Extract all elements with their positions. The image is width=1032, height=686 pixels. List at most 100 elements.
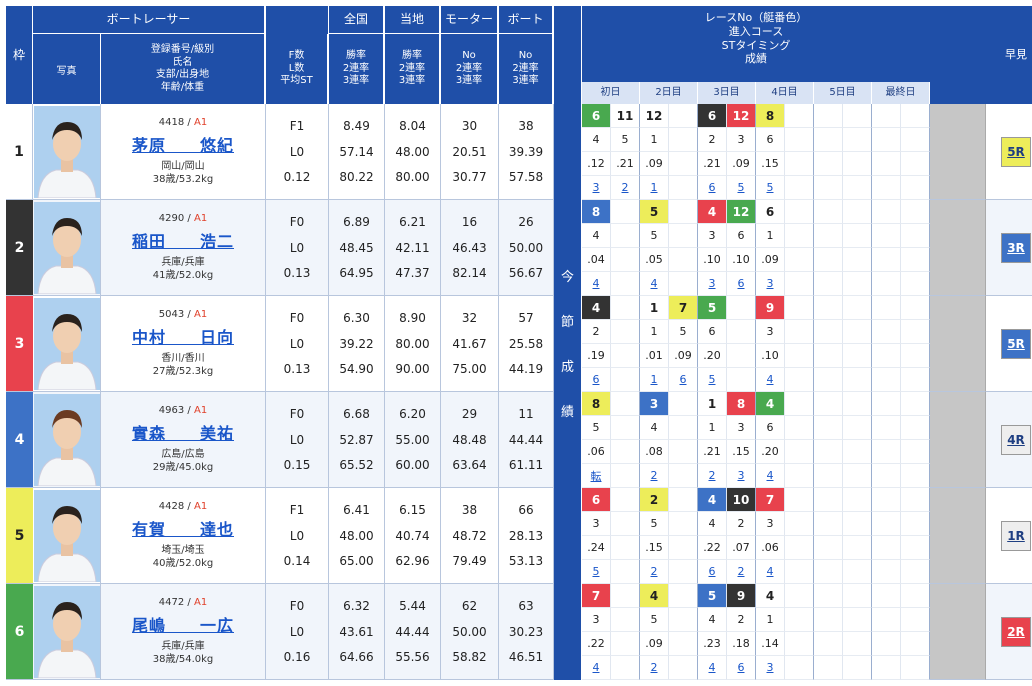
racer-name-link[interactable]: 實森 美祐	[131, 423, 234, 443]
race-header: レースNo（艇番色） 進入コース STタイミング 成績 初日 2日目 3日目 4…	[582, 6, 930, 104]
finish-cell[interactable]: 4	[698, 656, 727, 680]
finish-cell[interactable]: 4	[640, 272, 669, 296]
stat-value: 79.49	[452, 553, 487, 568]
racer-name-link[interactable]: 尾嶋 一広	[131, 615, 234, 635]
finish-cell[interactable]: 3	[756, 272, 785, 296]
st-timing-cell: .09	[727, 152, 756, 176]
finish-cell[interactable]: 2	[640, 560, 669, 584]
finish-cell[interactable]: 6	[698, 560, 727, 584]
zenkoku-stats: 6.68 52.87 65.52	[329, 392, 385, 488]
hayami-link[interactable]: 5R	[1001, 328, 1031, 359]
entry-course-cell	[901, 608, 930, 632]
finish-cell[interactable]: 2	[611, 176, 640, 200]
entry-course-cell: 3	[582, 608, 611, 632]
racer-name-link[interactable]: 中村 日向	[131, 327, 234, 347]
finish-cell	[843, 656, 872, 680]
finish-cell[interactable]: 6	[669, 368, 698, 392]
entry-course-cell	[901, 128, 930, 152]
hayami-link[interactable]: 5R	[1001, 136, 1031, 167]
racer-name-link[interactable]: 稲田 浩二	[131, 231, 234, 251]
stat-value: 20.51	[452, 144, 487, 159]
finish-cell[interactable]: 3	[756, 656, 785, 680]
race-no-cell: 4	[640, 584, 669, 608]
finish-cell[interactable]: 5	[582, 560, 611, 584]
entry-course-cell: 4	[582, 128, 611, 152]
stat-value: 55.00	[395, 432, 430, 447]
finish-cell[interactable]: 4	[756, 464, 785, 488]
finish-cell[interactable]: 1	[640, 176, 669, 200]
finish-cell[interactable]: 4	[756, 368, 785, 392]
finish-cell[interactable]: 2	[640, 656, 669, 680]
stat-value: 75.00	[452, 361, 487, 376]
stat-value: 46.43	[452, 240, 487, 255]
hayami-link[interactable]: 2R	[1001, 616, 1031, 647]
racer-info: 岡山/岡山 38歳/53.2kg	[153, 160, 214, 187]
finish-cell[interactable]: 6	[698, 176, 727, 200]
hayami-link[interactable]: 1R	[1001, 520, 1031, 551]
finish-cell	[901, 464, 930, 488]
finish-cell[interactable]: 6	[582, 368, 611, 392]
finish-cell[interactable]: 2	[727, 560, 756, 584]
branch: 広島/広島	[161, 448, 205, 460]
finish-cell[interactable]: 2	[640, 464, 669, 488]
finish-cell[interactable]: 6	[727, 656, 756, 680]
entry-course-cell: 6	[727, 224, 756, 248]
reg-class: 4428 / A1	[159, 501, 207, 512]
hayami-link[interactable]: 4R	[1001, 424, 1031, 455]
race-no-cell: 5	[640, 200, 669, 224]
st-timing-cell: .09	[756, 248, 785, 272]
stat-value: 57	[518, 311, 534, 326]
entry-course-cell: 4	[640, 416, 669, 440]
hayami-link[interactable]: 3R	[1001, 232, 1031, 263]
race-no-cell: 4	[756, 392, 785, 416]
race-no-cell	[843, 392, 872, 416]
finish-cell[interactable]: 4	[756, 560, 785, 584]
racer-profile: 5043 / A1 中村 日向 香川/香川 27歳/52.3kg	[101, 296, 266, 392]
stat-value: 0.13	[283, 361, 311, 376]
finish-cell[interactable]: 転	[582, 464, 611, 488]
st-timing-cell	[901, 344, 930, 368]
stat-value: 11	[518, 407, 534, 422]
age-weight: 41歳/52.0kg	[152, 270, 214, 281]
tochi-stats: 6.15 40.74 62.96	[385, 488, 441, 584]
stat-value: 50.00	[452, 624, 487, 639]
finish-cell	[872, 464, 901, 488]
race-no-cell	[901, 104, 930, 128]
waku-cell: 1	[6, 104, 33, 200]
finish-cell[interactable]: 5	[756, 176, 785, 200]
st-timing-cell	[785, 536, 814, 560]
finish-cell[interactable]: 5	[727, 176, 756, 200]
racer-photo	[33, 104, 101, 200]
tochi-stats: 5.44 44.44 55.56	[385, 584, 441, 680]
hayami-cell: 5R	[986, 296, 1032, 392]
finish-cell[interactable]: 3	[698, 272, 727, 296]
finish-cell	[843, 464, 872, 488]
finish-cell[interactable]: 1	[640, 368, 669, 392]
entry-course-cell	[901, 416, 930, 440]
entry-course-cell: 1	[640, 128, 669, 152]
portrait-image	[33, 393, 100, 486]
entry-course-cell: 6	[756, 128, 785, 152]
finish-cell	[669, 272, 698, 296]
racer-name-link[interactable]: 有賀 達也	[131, 519, 234, 539]
finish-cell[interactable]: 5	[698, 368, 727, 392]
finish-cell	[843, 368, 872, 392]
racer-name-link[interactable]: 茅原 悠紀	[131, 135, 234, 155]
finish-cell[interactable]: 4	[582, 272, 611, 296]
zenkoku-stats: 6.89 48.45 64.95	[329, 200, 385, 296]
st-timing-cell	[669, 536, 698, 560]
race-no-cell: 6	[698, 104, 727, 128]
finish-cell[interactable]: 2	[698, 464, 727, 488]
finish-cell[interactable]: 4	[582, 656, 611, 680]
stat-value: 55.56	[395, 649, 430, 664]
finish-cell[interactable]: 3	[727, 464, 756, 488]
photo-header: 写真	[33, 34, 101, 104]
race-no-cell	[669, 392, 698, 416]
finish-cell[interactable]: 6	[727, 272, 756, 296]
stat-value: 80.22	[339, 169, 374, 184]
racer-photo	[33, 392, 101, 488]
stat-value: 65.00	[339, 553, 374, 568]
spacer-gray	[930, 104, 986, 200]
finish-cell[interactable]: 3	[582, 176, 611, 200]
stat-value: 43.61	[339, 624, 374, 639]
